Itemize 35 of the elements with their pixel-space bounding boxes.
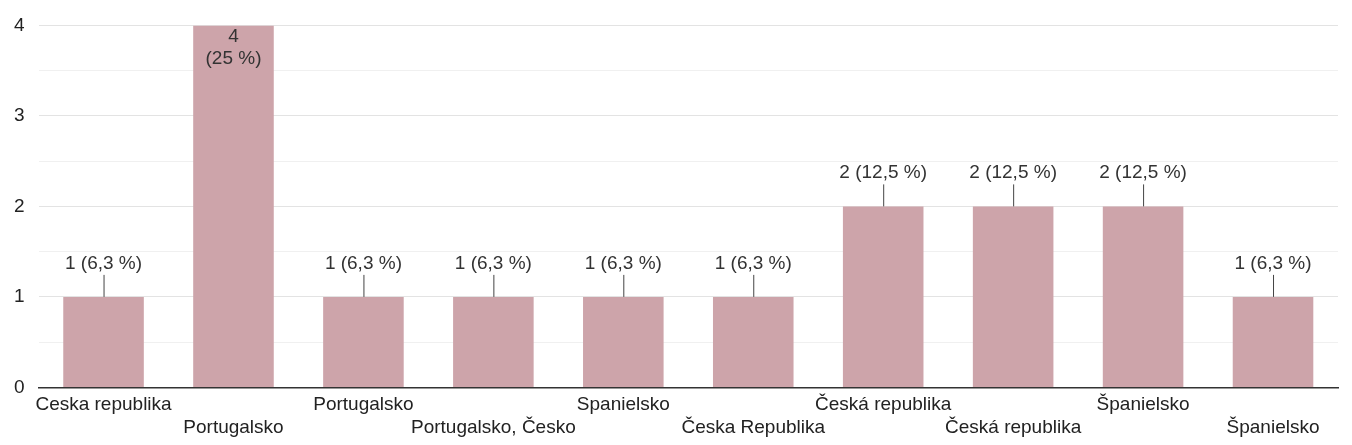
y-tick-label: 0 (13, 375, 25, 397)
x-tick-label: Česká republika (815, 393, 952, 415)
x-tick-label: Portugalsko (313, 393, 414, 415)
data-label: 1 (6,3 %) (454, 251, 532, 273)
data-label: 2 (12,5 %) (969, 161, 1057, 183)
data-label: 1 (6,3 %) (324, 251, 402, 273)
y-tick-label: 2 (13, 194, 25, 216)
x-tick-label: Španielsko (1226, 415, 1320, 437)
bar (323, 296, 404, 387)
bar (63, 296, 144, 387)
data-label: 1 (6,3 %) (714, 251, 792, 273)
x-tick-label: Portugalsko (183, 415, 284, 437)
bar (193, 25, 274, 387)
x-tick-label: Spanielsko (576, 393, 670, 415)
x-tick-label: Česká republika (945, 415, 1082, 437)
y-tick-label: 3 (13, 104, 25, 126)
bar (972, 206, 1054, 387)
x-tick-label: Ceska republika (35, 393, 173, 415)
bar (583, 296, 664, 387)
data-label: 2 (12,5 %) (1099, 161, 1187, 183)
bar (453, 296, 534, 387)
data-label: 1 (6,3 %) (584, 251, 662, 273)
x-tick-label: Portugalsko, Česko (410, 415, 576, 437)
y-tick-label: 4 (13, 13, 25, 35)
data-label: 4 (25 %) (205, 25, 262, 69)
data-label: 2 (12,5 %) (839, 161, 928, 183)
bar (842, 206, 924, 387)
y-tick-label: 1 (13, 285, 25, 307)
bar (1102, 206, 1184, 387)
data-label: 1 (6,3 %) (1234, 251, 1312, 273)
data-label: 1 (6,3 %) (64, 251, 143, 273)
bar (1232, 296, 1314, 387)
bar (712, 296, 794, 387)
x-tick-label: Česka Republika (681, 415, 826, 437)
x-tick-label: Španielsko (1096, 393, 1190, 415)
